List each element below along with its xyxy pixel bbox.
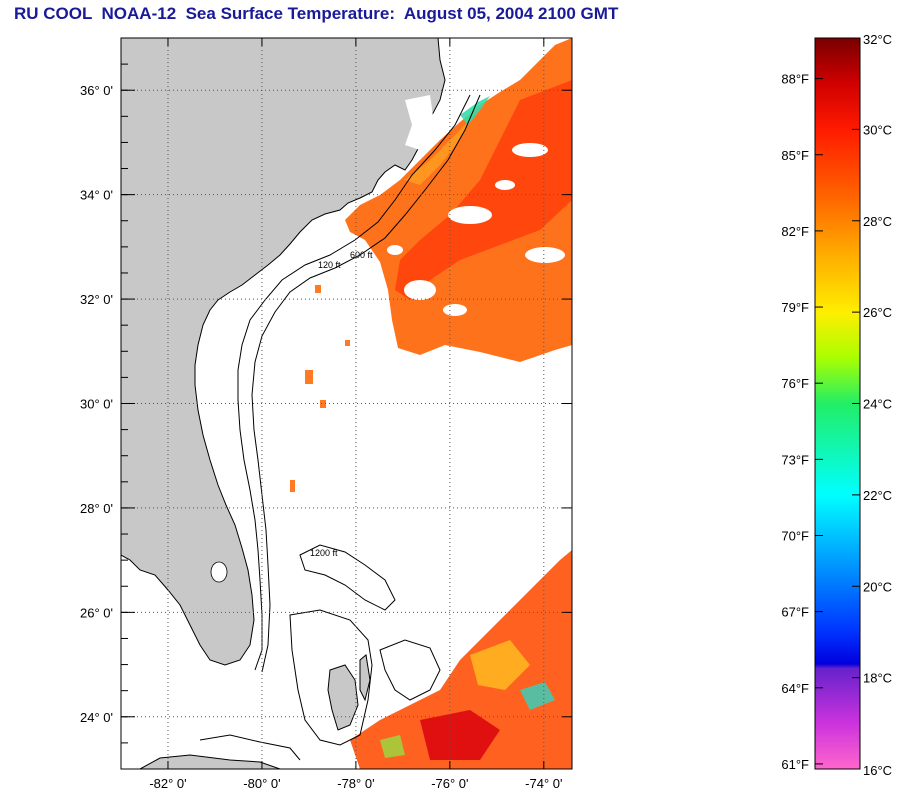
sst-southeast-cyan xyxy=(520,682,555,710)
lon-label: -80° 0' xyxy=(243,776,280,791)
colorbar-f-label: 76°F xyxy=(781,376,809,391)
map-axes: -82° 0' -80° 0' -78° 0' -76° 0' -74° 0' 24° 0… xyxy=(80,37,572,791)
lat-label: 34° 0' xyxy=(80,188,113,203)
colorbar-f-label: 85°F xyxy=(781,148,809,163)
sst-cool-filament xyxy=(460,96,490,125)
colorbar-c-label: 30°C xyxy=(863,122,892,137)
colorbar-c-label: 32°C xyxy=(863,32,892,47)
sst-nearshore-patch xyxy=(405,120,470,185)
lat-label: 26° 0' xyxy=(80,605,113,620)
cloud-gaps xyxy=(387,143,565,316)
colorbar-f-label: 79°F xyxy=(781,300,809,315)
lat-label: 32° 0' xyxy=(80,292,113,307)
lat-label: 28° 0' xyxy=(80,501,113,516)
sst-scattered-pixels xyxy=(290,285,350,492)
pamlico-sound xyxy=(405,95,435,150)
lat-label: 30° 0' xyxy=(80,397,113,412)
colorbar-f-label: 70°F xyxy=(781,528,809,543)
colorbar-c-label: 26°C xyxy=(863,305,892,320)
contour-labels: 600 ft 120 ft 1200 ft xyxy=(310,250,373,558)
lake-okeechobee xyxy=(210,561,228,583)
colorbar-c-label: 18°C xyxy=(863,671,892,686)
lon-label: -82° 0' xyxy=(149,776,186,791)
lat-label: 24° 0' xyxy=(80,710,113,725)
colorbar-c-label: 20°C xyxy=(863,579,892,594)
colorbar-c-label: 28°C xyxy=(863,214,892,229)
lon-label: -76° 0' xyxy=(431,776,468,791)
bathymetry-contours xyxy=(199,94,481,761)
sst-southeast-mixed xyxy=(470,640,530,690)
sst-southeast-patch xyxy=(350,550,572,769)
land-andros xyxy=(327,664,359,731)
colorbar-c-label: 24°C xyxy=(863,397,892,412)
sst-warm-core xyxy=(395,80,572,300)
contour-label-1200: 1200 ft xyxy=(310,548,338,558)
land-eleuthera xyxy=(359,654,371,702)
lon-label: -78° 0' xyxy=(337,776,374,791)
colorbar-f-label: 64°F xyxy=(781,681,809,696)
colorbar-f-label: 82°F xyxy=(781,224,809,239)
colorbar-f-label: 61°F xyxy=(781,757,809,772)
sst-southeast-red xyxy=(420,710,500,760)
colorbar-c-label: 16°C xyxy=(863,763,892,778)
land-cuba xyxy=(139,754,281,769)
lon-label: -74° 0' xyxy=(525,776,562,791)
sst-southeast-green xyxy=(380,735,405,758)
contour-label-600: 600 ft xyxy=(350,250,373,260)
colorbar-labels: 32°C 30°C 28°C 26°C 24°C 22°C 20°C 18°C 16°C 88°F… xyxy=(781,32,892,778)
map-title: RU COOL NOAA-12 Sea Surface Temperature:… xyxy=(14,4,619,23)
colorbar-f-label: 73°F xyxy=(781,452,809,467)
lat-label: 36° 0' xyxy=(80,83,113,98)
contour-label-120: 120 ft xyxy=(318,260,341,270)
colorbar-f-label: 88°F xyxy=(781,72,809,87)
colorbar-f-label: 67°F xyxy=(781,605,809,620)
colorbar-c-label: 22°C xyxy=(863,488,892,503)
